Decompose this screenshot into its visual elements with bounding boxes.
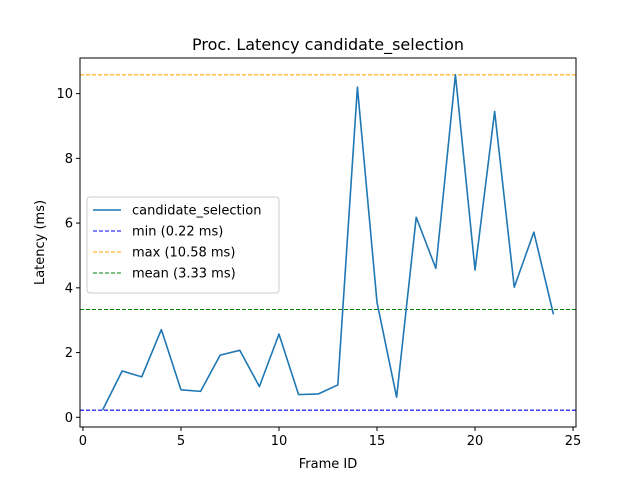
x-tick-label: 0 <box>79 434 87 449</box>
plot-area <box>80 74 576 411</box>
y-tick-label: 6 <box>65 217 73 232</box>
y-tick-label: 2 <box>65 346 73 361</box>
x-tick-label: 15 <box>369 434 386 449</box>
chart-title: Proc. Latency candidate_selection <box>192 35 464 55</box>
legend-label: mean (3.33 ms) <box>132 267 236 282</box>
y-tick-label: 0 <box>65 411 73 426</box>
x-tick-label: 25 <box>565 434 582 449</box>
y-axis-title: Latency (ms) <box>33 200 48 285</box>
legend-label: min (0.22 ms) <box>132 225 223 240</box>
y-tick-label: 4 <box>65 281 73 296</box>
x-axis-title: Frame ID <box>299 457 357 472</box>
series-line-0 <box>101 74 555 411</box>
y-tick-label: 10 <box>56 87 73 102</box>
legend-box <box>86 196 280 294</box>
legend-label: candidate_selection <box>132 204 261 219</box>
y-axis: 0 2 4 6 8 10 <box>56 87 80 426</box>
plot-frame <box>79 57 577 428</box>
y-tick-label: 8 <box>65 152 73 167</box>
x-tick-label: 10 <box>271 434 288 449</box>
x-tick-label: 20 <box>467 434 484 449</box>
x-axis: 0 5 10 15 20 25 <box>79 427 582 449</box>
legend-label: max (10.58 ms) <box>132 246 235 261</box>
x-tick-label: 5 <box>177 434 185 449</box>
